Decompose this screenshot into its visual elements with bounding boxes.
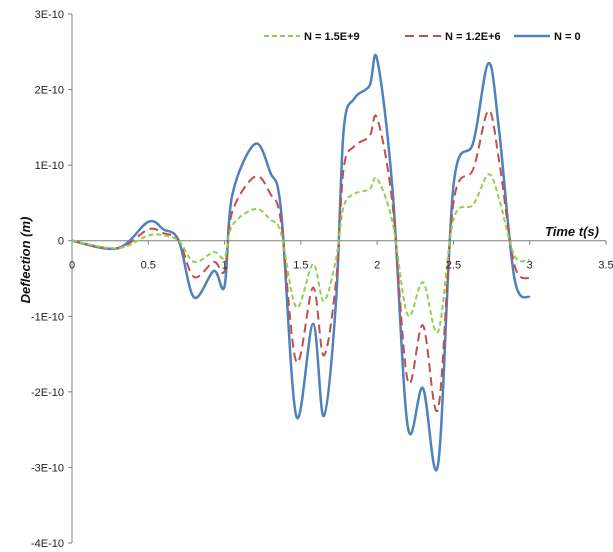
y-tick-label: -2E-10 [31, 387, 64, 399]
axes [68, 13, 607, 544]
y-tick-label: -1E-10 [31, 311, 64, 323]
y-tick-label: -4E-10 [31, 538, 64, 550]
x-tick-label: 1.5 [293, 260, 308, 272]
x-tick-label: 3 [527, 260, 533, 272]
y-axis-title: Deflection (m) [18, 217, 33, 304]
series-lines [71, 54, 531, 472]
legend-label: N = 1.2E+6 [445, 31, 501, 43]
y-tick-label: 0 [58, 236, 64, 248]
legend: N = 1.5E+9 N = 1.2E+6 N = 0 [264, 31, 581, 43]
x-tick-label: 0 [69, 260, 75, 272]
legend-label: N = 0 [554, 31, 581, 43]
legend-label: N = 1.5E+9 [304, 31, 360, 43]
series-line [71, 173, 530, 334]
x-tick-label: 0.5 [141, 260, 156, 272]
y-tick-label: 3E-10 [35, 9, 64, 21]
tick-labels: -4E-10 -3E-10 -2E-10 -1E-10 0 1E-10 2E-10 3E-10… [31, 9, 613, 550]
x-axis-title: Time t(s) [545, 224, 599, 239]
y-tick-label: -3E-10 [31, 462, 64, 474]
y-tick-label: 2E-10 [35, 85, 64, 97]
x-tick-label: 3.5 [598, 260, 613, 272]
x-tick-label: 1 [222, 260, 228, 272]
x-tick-label: 2 [374, 260, 380, 272]
x-tick-label: 2.5 [446, 260, 461, 272]
y-tick-label: 1E-10 [35, 160, 64, 172]
